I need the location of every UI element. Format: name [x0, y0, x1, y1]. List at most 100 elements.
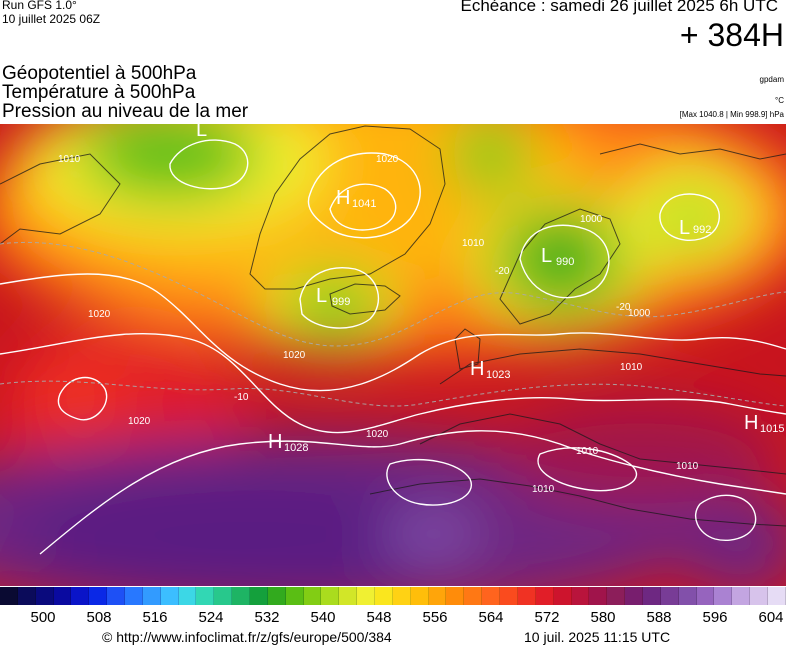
pressure-center-labels: H 1041 L 999 L 990 L 992 H 1028 H 1023 H…: [196, 124, 784, 454]
pressure-center-h-type: H: [470, 358, 484, 380]
color-swatch: [571, 587, 590, 605]
color-scale-tick-label: 564: [478, 609, 504, 626]
color-scale-tick-label: 556: [422, 609, 448, 626]
color-swatch: [482, 587, 501, 605]
color-swatch: [535, 587, 554, 605]
color-scale-ticks: 500 508 516 524 532 540 548 556 564 572 580 588 596 6…: [0, 609, 786, 627]
pressure-center-h-value: 1041: [352, 198, 376, 210]
color-scale-tick-label: 524: [198, 609, 224, 626]
isobar-label: 1020: [376, 154, 399, 165]
pressure-center-h-type: H: [744, 412, 758, 434]
color-swatch: [392, 587, 411, 605]
color-swatch: [214, 587, 233, 605]
isobar-label: 1010: [676, 461, 699, 472]
isobar-label: 1000: [628, 308, 651, 319]
color-swatch: [642, 587, 661, 605]
color-scale-tick-label: 508: [86, 609, 112, 626]
color-scale: [0, 587, 786, 605]
color-swatch: [464, 587, 483, 605]
unit-geopotential: gpdam: [759, 75, 784, 84]
weather-map: H 1041 L 999 L 990 L 992 H 1028 H 1023 H…: [0, 124, 786, 586]
isobar-label: 1010: [462, 238, 485, 249]
color-scale-tick-label: 596: [702, 609, 728, 626]
color-swatch: [696, 587, 715, 605]
color-scale-tick-label: 548: [366, 609, 392, 626]
color-swatch: [517, 587, 536, 605]
color-swatch: [410, 587, 429, 605]
color-scale-tick-label: 588: [646, 609, 672, 626]
isotherm-label: -10: [234, 392, 249, 403]
color-swatch: [714, 587, 733, 605]
pressure-center-l-value: 992: [693, 224, 711, 236]
pressure-center-l-value: 990: [556, 256, 574, 268]
isobar-label: 1020: [88, 309, 111, 320]
color-swatch: [732, 587, 751, 605]
color-swatch: [607, 587, 626, 605]
forecast-valid-time: Echéance : samedi 26 juillet 2025 6h UTC: [460, 0, 778, 15]
geopotential-field: [0, 124, 786, 586]
color-scale-tick-label: 500: [30, 609, 56, 626]
unit-temperature: °C: [775, 96, 784, 105]
pressure-center-l-value: 999: [332, 296, 350, 308]
isotherm-label: -20: [495, 266, 510, 277]
pressure-center-h-value: 1028: [284, 442, 308, 454]
color-swatch: [267, 587, 286, 605]
color-swatch: [142, 587, 161, 605]
color-swatch: [446, 587, 465, 605]
isobar-label: 1020: [128, 416, 151, 427]
color-scale-tick-label: 572: [534, 609, 560, 626]
pressure-center-l-type: L: [196, 124, 207, 141]
color-swatch: [625, 587, 643, 605]
color-swatch: [500, 587, 518, 605]
color-swatch: [89, 587, 108, 605]
isotherm-labels: -20 -20 -10: [234, 266, 631, 403]
color-scale-tick-label: 540: [310, 609, 336, 626]
color-swatch: [357, 587, 376, 605]
color-scale-tick-label: 532: [254, 609, 280, 626]
isobars: [0, 139, 786, 555]
color-swatch: [767, 587, 786, 605]
temperature-isotherms: [0, 242, 786, 407]
color-swatch: [17, 587, 36, 605]
title-geopotential: Géopotentiel à 500hPa: [2, 63, 197, 84]
pressure-center-l-type: L: [679, 217, 690, 239]
pressure-center-h-type: H: [268, 431, 282, 453]
color-swatch: [553, 587, 572, 605]
color-swatch: [321, 587, 340, 605]
color-swatch: [428, 587, 447, 605]
pressure-range: [Max 1040.8 | Min 998.9] hPa: [679, 110, 784, 119]
run-label: Run GFS 1.0°: [2, 0, 77, 12]
color-swatch: [375, 587, 393, 605]
pressure-center-l-type: L: [316, 285, 327, 307]
pressure-center-h-value: 1015: [760, 423, 784, 435]
isobar-label: 1020: [366, 429, 389, 440]
color-scale-tick-label: 516: [142, 609, 168, 626]
isobar-label: 1000: [580, 214, 603, 225]
title-temperature: Température à 500hPa: [2, 82, 196, 103]
pressure-center-h-value: 1023: [486, 369, 510, 381]
color-swatch: [250, 587, 268, 605]
generation-time: 10 juil. 2025 11:15 UTC: [524, 629, 671, 645]
color-scale-tick-label: 604: [758, 609, 784, 626]
color-swatch: [178, 587, 197, 605]
isotherm-label: -20: [616, 302, 631, 313]
color-swatch: [107, 587, 126, 605]
color-swatch: [125, 587, 143, 605]
color-swatch: [160, 587, 179, 605]
copyright-url[interactable]: © http://www.infoclimat.fr/z/gfs/europe/…: [102, 629, 392, 645]
color-swatch: [196, 587, 215, 605]
color-swatch: [750, 587, 768, 605]
isobar-label: 1010: [532, 484, 555, 495]
color-swatch: [660, 587, 679, 605]
forecast-hour: + 384H: [679, 17, 784, 53]
run-date: 10 juillet 2025 06Z: [2, 12, 101, 26]
pressure-center-l-type: L: [541, 245, 552, 267]
isobar-labels: 1010 1020 1020 1010 1000 1000 1020 1020 …: [58, 154, 699, 495]
color-swatch: [35, 587, 54, 605]
color-swatch: [53, 587, 72, 605]
color-scale-tick-label: 580: [590, 609, 616, 626]
color-swatch: [71, 587, 90, 605]
color-swatch: [678, 587, 697, 605]
isobar-label: 1010: [58, 154, 81, 165]
title-pressure: Pression au niveau de la mer: [2, 101, 249, 122]
